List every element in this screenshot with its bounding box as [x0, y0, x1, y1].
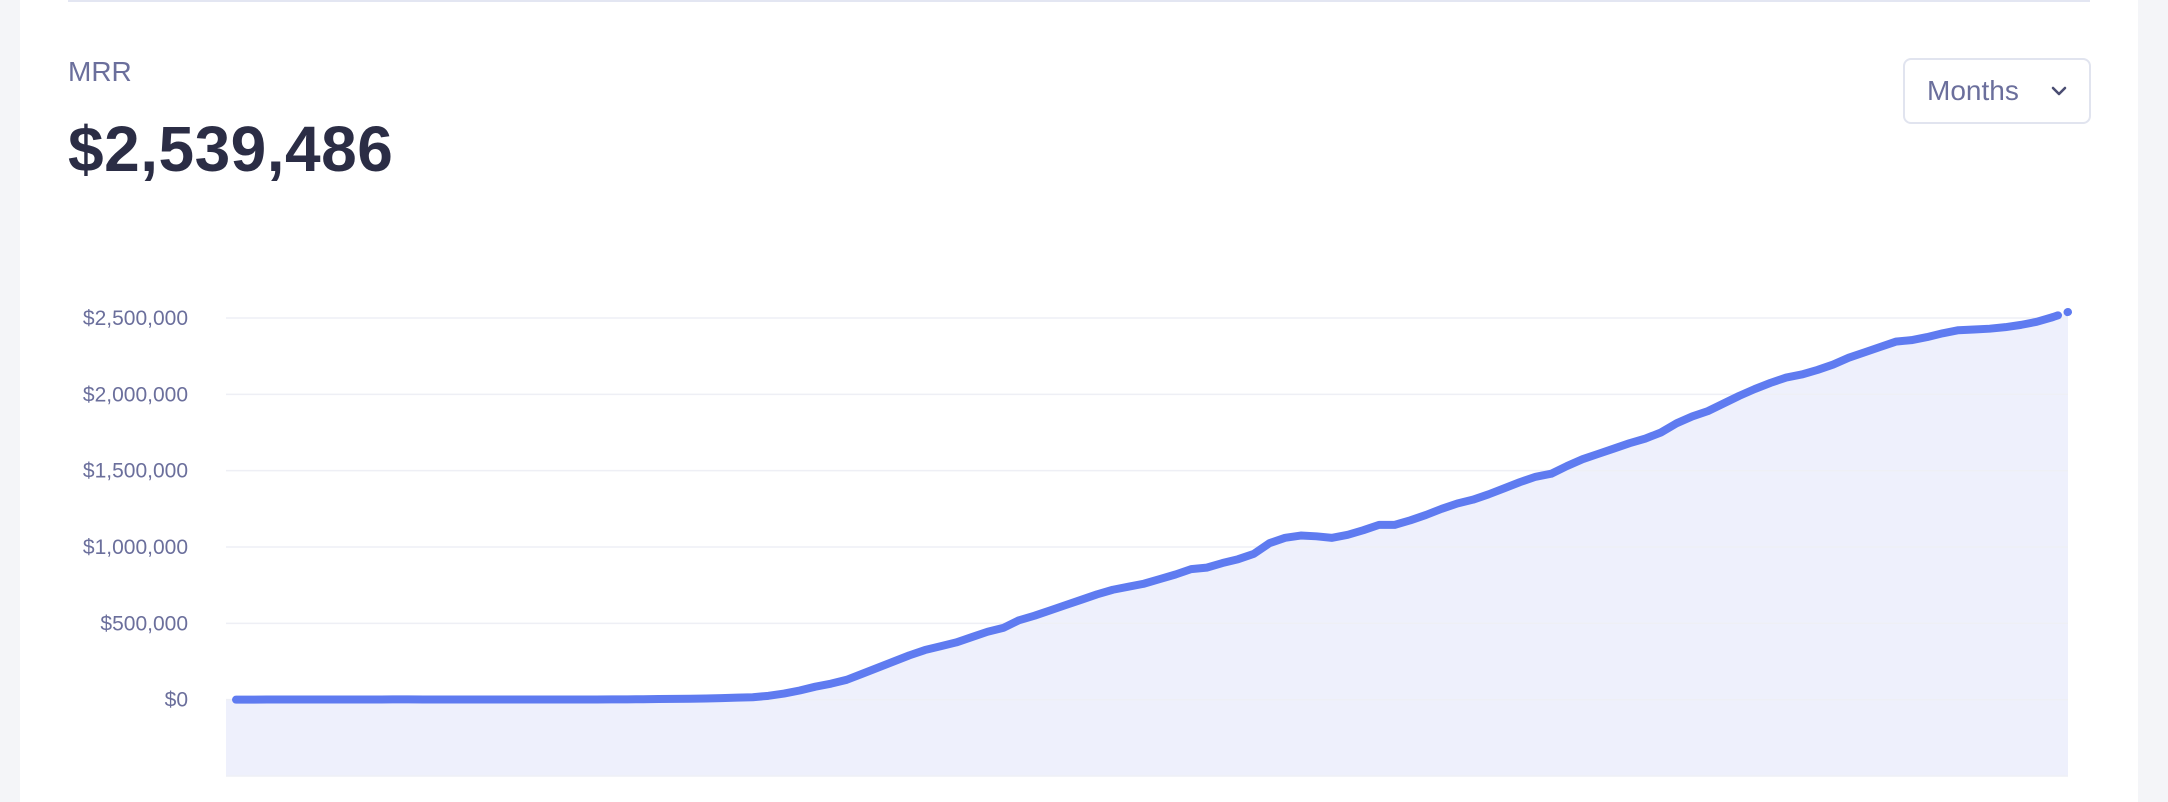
y-tick-label: $2,500,000	[83, 307, 188, 330]
y-tick-label: $2,000,000	[83, 383, 188, 406]
mrr-series-line	[232, 313, 2057, 704]
metric-label: MRR	[68, 56, 132, 87]
period-select-value: Months	[1927, 75, 2019, 106]
mrr-chart: $0 $500,000 $1,000,000 $1,500,000 $2,000,000…	[83, 307, 2072, 777]
top-divider	[68, 0, 2090, 2]
y-tick-label: $500,000	[100, 612, 188, 635]
chart-area-fill	[226, 311, 2068, 776]
mrr-card: MRR $2,539,486 Months $0 $500,000 $1,000,0…	[20, 0, 2138, 802]
chevron-down-icon	[2049, 81, 2069, 101]
period-select[interactable]: Months	[1903, 58, 2091, 124]
y-tick-label: $0	[165, 689, 188, 712]
y-tick-label: $1,000,000	[83, 536, 188, 559]
mrr-series-projection	[2048, 307, 2072, 322]
metric-value: $2,539,486	[68, 113, 394, 185]
y-tick-label: $1,500,000	[83, 460, 188, 483]
